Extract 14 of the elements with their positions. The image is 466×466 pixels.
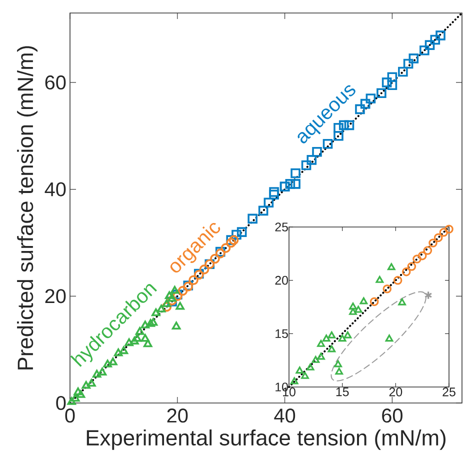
- x-tick-label: 60: [382, 408, 402, 423]
- x-tick-label: 15: [336, 388, 349, 396]
- y-tick-label: 20: [45, 289, 66, 304]
- x-axis-title: Experimental surface tension (mN/m): [86, 429, 446, 450]
- x-tick-label: 20: [389, 388, 402, 396]
- y-axis-title: Predicted surface tension (mN/m): [17, 46, 38, 370]
- y-tick-label: 25: [275, 222, 288, 232]
- x-tick-label: 20: [167, 408, 188, 423]
- x-tick-label: 0: [65, 408, 75, 423]
- y-tick-label: 20: [275, 276, 288, 285]
- x-tick-label: 25: [442, 388, 456, 396]
- y-tick-label: 15: [276, 329, 288, 338]
- y-tick-label: 40: [44, 182, 66, 196]
- y-tick-label: 60: [45, 75, 66, 90]
